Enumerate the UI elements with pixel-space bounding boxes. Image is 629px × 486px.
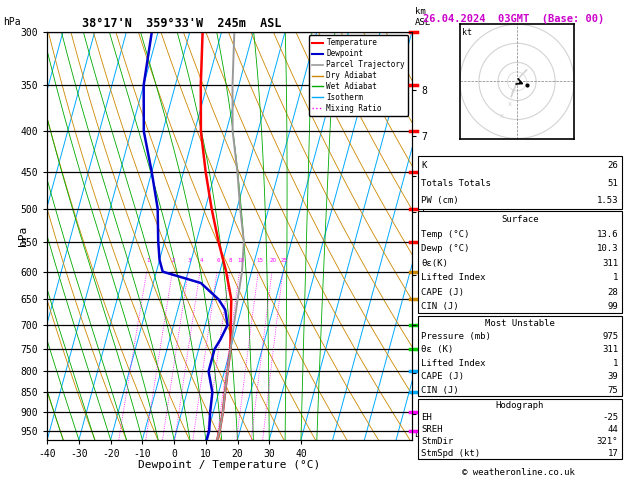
Text: -25: -25 — [602, 413, 618, 422]
Legend: Temperature, Dewpoint, Parcel Trajectory, Dry Adiabat, Wet Adiabat, Isotherm, Mi: Temperature, Dewpoint, Parcel Trajectory… — [309, 35, 408, 116]
Text: 1.53: 1.53 — [597, 196, 618, 206]
Text: Lifted Index: Lifted Index — [421, 359, 486, 368]
Text: 321°: 321° — [597, 437, 618, 446]
Text: Dewp (°C): Dewp (°C) — [421, 244, 470, 253]
Text: 38°17'N  359°33'W  245m  ASL: 38°17'N 359°33'W 245m ASL — [82, 17, 281, 30]
Text: CIN (J): CIN (J) — [421, 385, 459, 395]
Text: 8: 8 — [229, 258, 233, 263]
Text: Surface: Surface — [501, 215, 538, 224]
X-axis label: Dewpoint / Temperature (°C): Dewpoint / Temperature (°C) — [138, 460, 321, 470]
Text: 25: 25 — [281, 258, 287, 263]
Text: Hodograph: Hodograph — [496, 400, 544, 410]
Text: 1: 1 — [613, 359, 618, 368]
Text: CAPE (J): CAPE (J) — [421, 372, 464, 381]
Text: K: K — [421, 161, 427, 170]
Text: EH: EH — [421, 413, 432, 422]
Text: 10: 10 — [237, 258, 244, 263]
Text: x: x — [511, 88, 515, 94]
Text: 311: 311 — [602, 346, 618, 354]
Text: 20: 20 — [270, 258, 277, 263]
Text: © weatheronline.co.uk: © weatheronline.co.uk — [462, 468, 576, 477]
Text: 3: 3 — [188, 258, 191, 263]
Text: 2: 2 — [172, 258, 175, 263]
Text: 311: 311 — [602, 259, 618, 268]
Text: CIN (J): CIN (J) — [421, 302, 459, 312]
Text: Lifted Index: Lifted Index — [421, 273, 486, 282]
Text: 1: 1 — [147, 258, 150, 263]
Text: Totals Totals: Totals Totals — [421, 179, 491, 188]
Text: 1: 1 — [613, 273, 618, 282]
Text: StmSpd (kt): StmSpd (kt) — [421, 449, 481, 458]
Text: x: x — [508, 101, 511, 107]
Text: CAPE (J): CAPE (J) — [421, 288, 464, 297]
Text: 75: 75 — [608, 385, 618, 395]
Text: 10.3: 10.3 — [597, 244, 618, 253]
Text: hPa: hPa — [3, 17, 21, 27]
Text: 17: 17 — [608, 449, 618, 458]
Text: 26: 26 — [608, 161, 618, 170]
Text: Most Unstable: Most Unstable — [485, 319, 555, 328]
Text: Pressure (mb): Pressure (mb) — [421, 332, 491, 341]
Text: PW (cm): PW (cm) — [421, 196, 459, 206]
Text: LCL: LCL — [414, 430, 429, 439]
Text: 44: 44 — [608, 425, 618, 434]
Text: θε (K): θε (K) — [421, 346, 454, 354]
Text: 26.04.2024  03GMT  (Base: 00): 26.04.2024 03GMT (Base: 00) — [423, 14, 604, 24]
Text: 15: 15 — [256, 258, 263, 263]
Text: SREH: SREH — [421, 425, 443, 434]
Text: θε(K): θε(K) — [421, 259, 448, 268]
Text: 6: 6 — [216, 258, 220, 263]
Text: StmDir: StmDir — [421, 437, 454, 446]
Text: 975: 975 — [602, 332, 618, 341]
Text: 13.6: 13.6 — [597, 229, 618, 239]
Text: 39: 39 — [608, 372, 618, 381]
Text: 4: 4 — [199, 258, 203, 263]
Text: 51: 51 — [608, 179, 618, 188]
Text: kt: kt — [462, 28, 472, 37]
Text: hPa: hPa — [18, 226, 28, 246]
Text: 28: 28 — [608, 288, 618, 297]
Text: Temp (°C): Temp (°C) — [421, 229, 470, 239]
Text: x: x — [500, 113, 504, 119]
Text: 99: 99 — [608, 302, 618, 312]
Text: km
ASL: km ASL — [415, 7, 431, 27]
